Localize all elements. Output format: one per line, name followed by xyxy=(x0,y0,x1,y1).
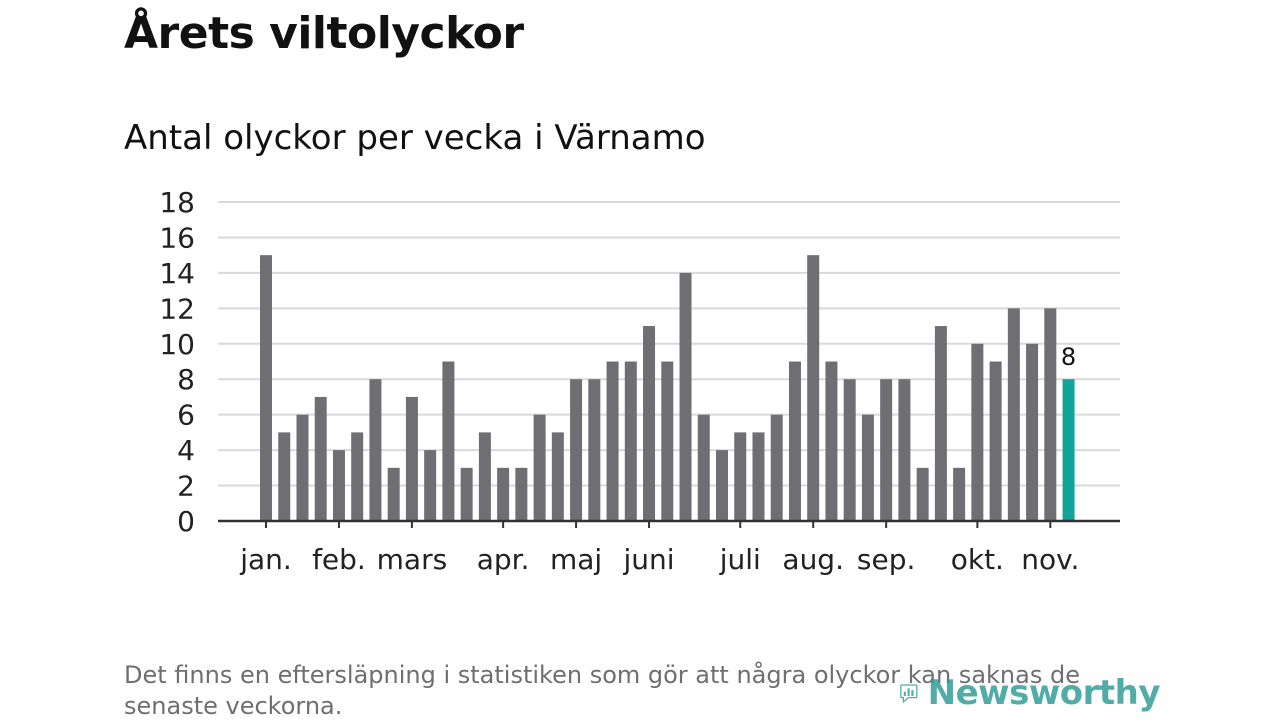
bar xyxy=(971,343,984,521)
bar xyxy=(1044,308,1057,521)
bar xyxy=(624,361,637,521)
chart-title: Årets viltolyckor xyxy=(124,8,524,59)
x-tick-label: feb. xyxy=(312,543,366,576)
y-tick-label: 16 xyxy=(159,221,195,254)
bar xyxy=(716,450,728,521)
bar xyxy=(387,467,400,521)
bar xyxy=(460,467,473,521)
bar xyxy=(497,467,510,521)
y-tick-label: 10 xyxy=(159,328,195,361)
bar xyxy=(807,255,820,521)
x-tick-label: aug. xyxy=(782,543,844,576)
bar xyxy=(752,432,765,521)
bar xyxy=(661,361,674,521)
bar xyxy=(551,432,564,521)
bar xyxy=(898,379,911,521)
x-tick-label: nov. xyxy=(1021,543,1079,576)
brand-name: Newsworthy xyxy=(927,673,1161,713)
bar xyxy=(296,414,309,521)
x-tick-label: mars xyxy=(377,543,448,576)
bar xyxy=(989,361,1002,521)
y-tick-label: 12 xyxy=(159,292,195,325)
x-tick-label: apr. xyxy=(477,543,530,576)
newsworthy-logo: Newsworthy xyxy=(900,668,1161,718)
bar xyxy=(916,467,929,521)
bar xyxy=(478,432,491,521)
bar xyxy=(405,396,418,521)
chart-subtitle: Antal olyckor per vecka i Värnamo xyxy=(124,118,706,158)
bar-highlight xyxy=(1062,379,1075,521)
bar xyxy=(424,450,437,521)
y-tick-label: 8 xyxy=(177,363,195,396)
bar xyxy=(825,361,838,521)
bar xyxy=(697,414,710,521)
bar xyxy=(643,326,656,521)
y-tick-label: 6 xyxy=(177,399,195,432)
y-tick-label: 4 xyxy=(177,434,195,467)
y-tick-label: 2 xyxy=(177,470,195,503)
bar xyxy=(606,361,619,521)
bar xyxy=(588,379,601,521)
data-label: 8 xyxy=(1061,343,1076,371)
bar xyxy=(260,255,272,521)
bar xyxy=(861,414,874,521)
bar xyxy=(679,272,692,521)
bar xyxy=(533,414,546,521)
bar xyxy=(351,432,364,521)
bar xyxy=(843,379,856,521)
bar xyxy=(880,379,893,521)
y-tick-label: 0 xyxy=(177,505,195,538)
x-tick-label: jan. xyxy=(239,543,292,576)
bar-chart-icon xyxy=(900,684,918,704)
bar xyxy=(1007,308,1020,521)
bar xyxy=(442,361,455,521)
bar xyxy=(734,432,747,521)
x-tick-label: okt. xyxy=(951,543,1004,576)
bar xyxy=(1026,343,1039,521)
footnote: Det finns en eftersläpning i statistiken… xyxy=(124,661,1080,720)
bar xyxy=(570,379,583,521)
bar xyxy=(369,379,382,521)
x-tick-label: sep. xyxy=(857,543,916,576)
bar xyxy=(332,450,345,521)
bar xyxy=(314,396,327,521)
bar xyxy=(788,361,801,521)
bar xyxy=(515,467,528,521)
bar xyxy=(278,432,291,521)
bar xyxy=(770,414,783,521)
y-tick-label: 14 xyxy=(159,257,195,290)
x-tick-label: juni xyxy=(623,543,675,576)
bar xyxy=(953,467,966,521)
x-tick-label: maj xyxy=(550,543,602,576)
x-tick-label: juli xyxy=(719,543,761,576)
y-tick-label: 18 xyxy=(159,186,195,219)
bar xyxy=(934,326,947,521)
